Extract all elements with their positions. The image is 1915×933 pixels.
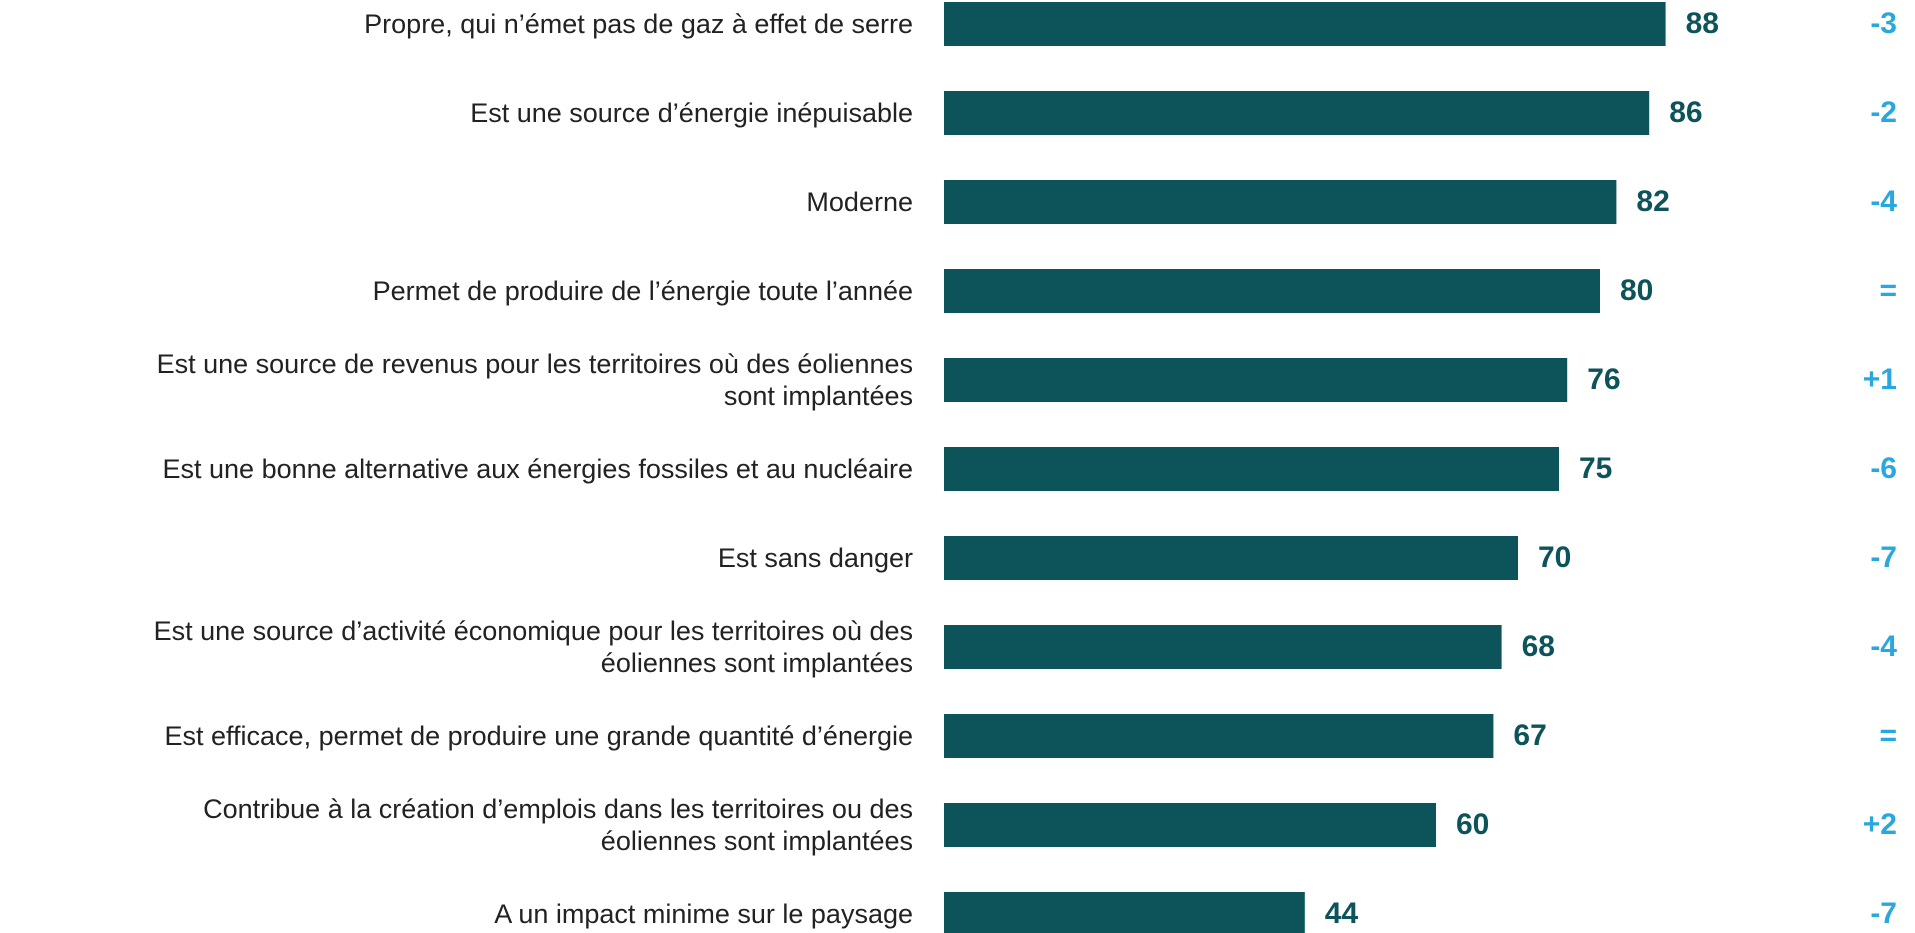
- bar: [944, 269, 1600, 313]
- category-label: Permet de produire de l’énergie toute l’…: [372, 276, 913, 306]
- category-label: Est une bonne alternative aux énergies f…: [162, 454, 913, 484]
- change-label: +2: [1862, 808, 1897, 841]
- category-label: A un impact minime sur le paysage: [494, 899, 913, 929]
- bar: [944, 803, 1436, 847]
- change-label: -7: [1870, 541, 1897, 574]
- category-label: Est une source d’activité économique pou…: [153, 616, 913, 678]
- bar: [944, 2, 1666, 46]
- change-label: -7: [1870, 897, 1897, 930]
- change-label: -6: [1870, 452, 1897, 485]
- change-label: -2: [1870, 96, 1897, 129]
- change-label: -4: [1870, 630, 1897, 663]
- change-label: =: [1879, 274, 1897, 307]
- value-label: 88: [1685, 7, 1719, 40]
- value-label: 75: [1579, 452, 1613, 485]
- bar: [944, 714, 1494, 758]
- category-label: Propre, qui n’émet pas de gaz à effet de…: [364, 9, 913, 39]
- category-label: Est une source de revenus pour les terri…: [156, 349, 913, 411]
- bar: [944, 91, 1650, 135]
- bar: [944, 625, 1502, 669]
- bar: [944, 358, 1568, 402]
- change-label: -3: [1870, 7, 1897, 40]
- value-label: 76: [1587, 363, 1621, 396]
- value-label: 60: [1456, 808, 1490, 841]
- value-label: 68: [1521, 630, 1555, 663]
- category-label: Contribue à la création d’emplois dans l…: [203, 794, 913, 856]
- bar: [944, 180, 1617, 224]
- category-label: Est une source d’énergie inépuisable: [470, 98, 913, 128]
- value-label: 86: [1669, 96, 1703, 129]
- category-label: Est sans danger: [717, 543, 913, 573]
- value-label: 67: [1513, 719, 1547, 752]
- category-label: Est efficace, permet de produire une gra…: [164, 721, 914, 751]
- value-label: 44: [1324, 897, 1359, 930]
- change-label: +1: [1862, 363, 1897, 396]
- bar: [944, 447, 1559, 491]
- value-label: 80: [1620, 274, 1654, 307]
- bar: [944, 892, 1305, 933]
- value-label: 82: [1636, 185, 1670, 218]
- change-label: =: [1879, 719, 1897, 752]
- change-label: -4: [1870, 185, 1897, 218]
- bar: [944, 536, 1518, 580]
- category-label: Moderne: [806, 187, 913, 217]
- value-label: 70: [1538, 541, 1572, 574]
